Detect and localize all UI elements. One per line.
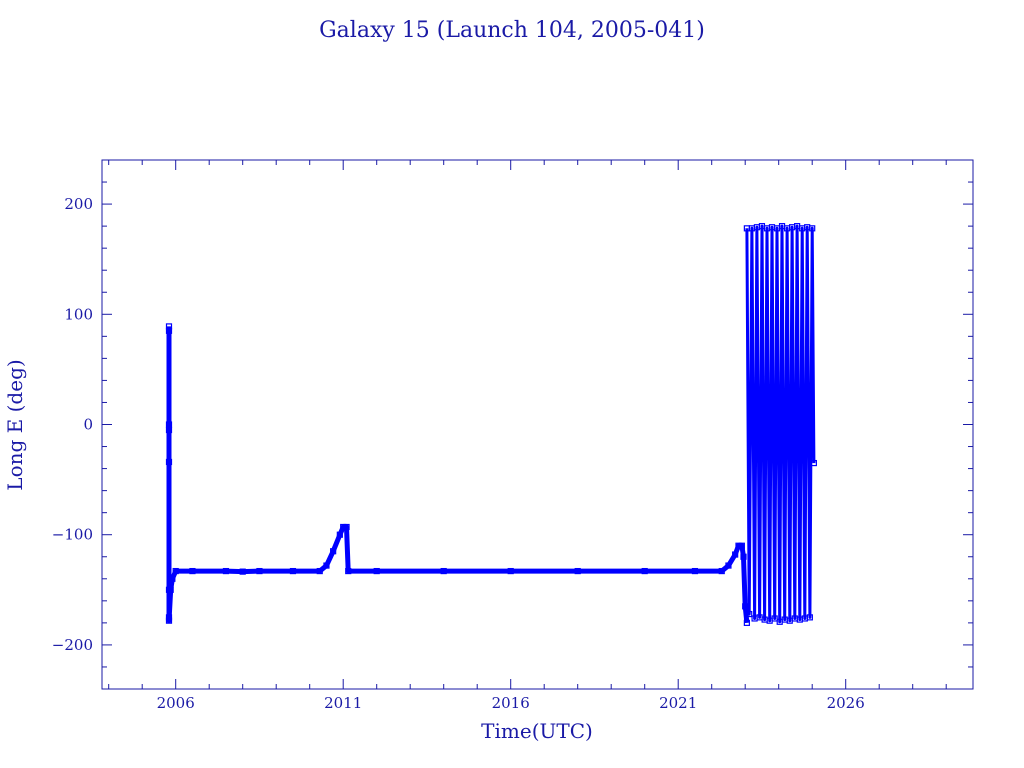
- data-point: [746, 610, 753, 618]
- data-point: [507, 567, 514, 575]
- data-point: [732, 551, 739, 558]
- data-point: [343, 523, 350, 531]
- y-tick-label: −200: [52, 636, 93, 654]
- data-point: [718, 567, 725, 575]
- data-point: [440, 567, 447, 575]
- data-point: [256, 567, 263, 575]
- data-point: [809, 225, 816, 232]
- data-point: [165, 426, 173, 434]
- y-tick-label: −100: [52, 526, 93, 544]
- series-line: [166, 326, 750, 624]
- data-point: [330, 548, 337, 555]
- x-tick-label: 2011: [324, 694, 362, 712]
- data-point: [345, 567, 352, 575]
- data-point: [735, 542, 742, 549]
- x-tick-label: 2006: [157, 694, 195, 712]
- x-tick-label: 2026: [827, 694, 865, 712]
- y-tick-label: 100: [64, 305, 93, 323]
- y-axis-title: Long E (deg): [3, 359, 27, 490]
- data-point: [172, 567, 179, 575]
- data-point: [691, 567, 699, 575]
- axis-tick-labels: 2006 2011 2016 2021 2026 200 100 0 −100 −200: [52, 195, 865, 712]
- data-point: [323, 562, 330, 569]
- data-point: [771, 615, 778, 622]
- data-point: [810, 459, 817, 467]
- data-point: [316, 567, 323, 575]
- data-point: [222, 567, 230, 575]
- data-point: [165, 614, 173, 621]
- x-tick-label: 2021: [659, 694, 697, 712]
- axis-ticks: [102, 160, 973, 689]
- data-point: [725, 562, 732, 569]
- data-point: [165, 617, 173, 624]
- data-point: [340, 523, 347, 531]
- x-tick-label: 2016: [492, 694, 530, 712]
- data-point: [743, 619, 750, 626]
- data-point: [169, 575, 176, 582]
- x-axis-title: Time(UTC): [481, 719, 593, 743]
- series-layer: [165, 223, 817, 626]
- y-tick-label: 200: [64, 195, 93, 213]
- plot-frame: [101, 159, 974, 690]
- data-point: [738, 542, 745, 549]
- y-tick-label: 0: [83, 416, 93, 434]
- data-point: [336, 531, 343, 538]
- data-point: [189, 567, 196, 575]
- chart-title: Galaxy 15 (Launch 104, 2005-041): [319, 18, 705, 43]
- data-point: [740, 553, 747, 560]
- data-point: [239, 568, 246, 575]
- data-point: [373, 567, 380, 575]
- series-line: [745, 224, 816, 624]
- data-point: [574, 567, 581, 575]
- data-point: [806, 614, 813, 621]
- data-point: [165, 327, 173, 334]
- data-point: [165, 458, 173, 466]
- data-point: [641, 567, 648, 575]
- data-point: [167, 586, 174, 593]
- data-point: [289, 567, 297, 575]
